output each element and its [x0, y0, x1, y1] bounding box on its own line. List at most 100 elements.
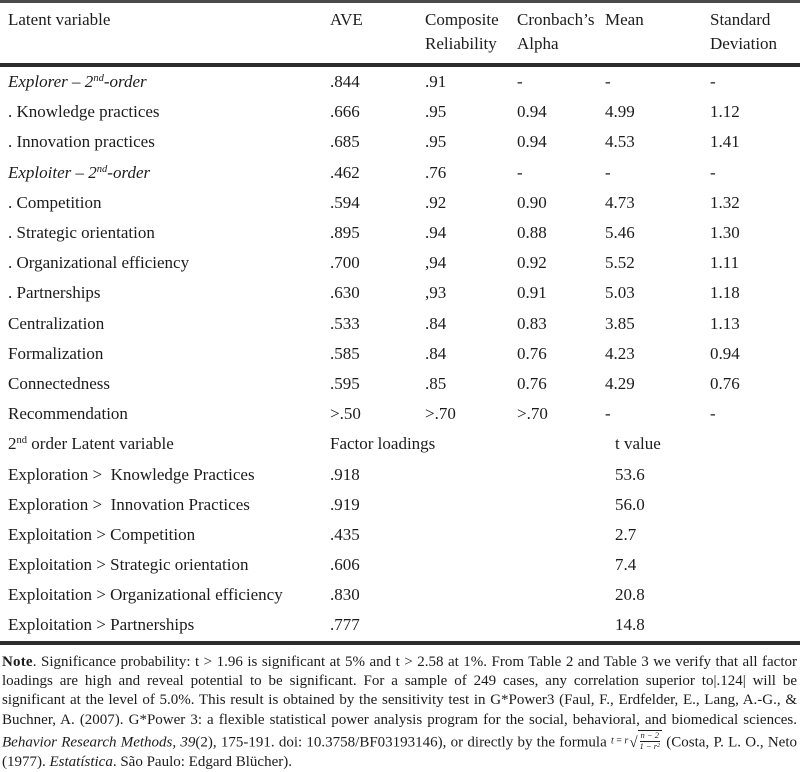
cell-2nd-order-path: Exploitation > Competition	[8, 524, 196, 544]
cell-ave: .685	[330, 132, 360, 152]
header-latent-variable: Latent variable	[8, 10, 111, 29]
cell-latent-variable: Connectedness	[8, 373, 110, 393]
cell-cronbachs-alpha: 0.94	[517, 132, 547, 152]
cell-cronbachs-alpha: >.70	[517, 404, 548, 424]
cell-composite-reliability: ,93	[425, 283, 447, 303]
table-body-section1: Explorer – 2nd-order .844 .91 - - - . Knowledg…	[0, 67, 800, 429]
cell-composite-reliability: .94	[425, 223, 447, 243]
table-row: . Competition .594 .92 0.90 4.73 1.32	[0, 188, 800, 218]
cell-ave: .666	[330, 102, 360, 122]
cell-t-value: 53.6	[615, 464, 645, 484]
cell-composite-reliability: .84	[425, 343, 447, 363]
cell-mean: 4.29	[605, 373, 635, 393]
cell-ave: .585	[330, 343, 360, 363]
cell-composite-reliability: .84	[425, 313, 447, 333]
cell-ave: .595	[330, 373, 360, 393]
cell-composite-reliability: >.70	[425, 404, 456, 424]
cell-cronbachs-alpha: -	[517, 162, 523, 182]
header-t-value: t value	[615, 434, 661, 454]
table-row: Exploration > Innovation Practices .919 56…	[0, 490, 800, 520]
table-row: Formalization .585 .84 0.76 4.23 0.94	[0, 339, 800, 369]
cell-ave: .844	[330, 72, 360, 92]
cell-cronbachs-alpha: 0.76	[517, 343, 547, 363]
header-composite-reliability: Composite Reliability	[425, 10, 499, 53]
cell-t-value: 14.8	[615, 615, 645, 635]
cell-composite-reliability: .85	[425, 373, 447, 393]
cell-cronbachs-alpha: 0.92	[517, 253, 547, 273]
cell-standard-deviation: 1.32	[710, 192, 740, 212]
cell-t-value: 7.4	[615, 555, 637, 575]
cell-mean: 3.85	[605, 313, 635, 333]
cell-cronbachs-alpha: 0.94	[517, 102, 547, 122]
cell-mean: 5.46	[605, 223, 635, 243]
cell-cronbachs-alpha: 0.88	[517, 223, 547, 243]
header-factor-loadings: Factor loadings	[330, 434, 436, 454]
cell-standard-deviation: 0.94	[710, 343, 740, 363]
cell-ave: .594	[330, 192, 360, 212]
cell-mean: -	[605, 72, 611, 92]
cell-ave: .630	[330, 283, 360, 303]
header-mean: Mean	[605, 10, 644, 29]
cell-2nd-order-path: Exploitation > Strategic orientation	[8, 555, 249, 575]
cell-factor-loading: .919	[330, 494, 360, 514]
table-row: Exploitation > Partnerships .777 14.8	[0, 610, 800, 640]
cell-factor-loading: .606	[330, 555, 360, 575]
cell-standard-deviation: 1.11	[710, 253, 740, 273]
cell-cronbachs-alpha: 0.83	[517, 313, 547, 333]
cell-t-value: 56.0	[615, 494, 645, 514]
cell-mean: -	[605, 162, 611, 182]
cell-composite-reliability: .76	[425, 162, 447, 182]
table-row: . Innovation practices .685 .95 0.94 4.53 1.4…	[0, 127, 800, 157]
header-cronbachs-alpha: Cronbach’s Alpha	[517, 10, 595, 53]
table-row: Exploitation > Competition .435 2.7	[0, 520, 800, 550]
cell-cronbachs-alpha: 0.90	[517, 192, 547, 212]
cell-mean: 4.23	[605, 343, 635, 363]
cell-2nd-order-path: Exploration > Knowledge Practices	[8, 464, 255, 484]
header-standard-deviation: Standard Deviation	[710, 10, 778, 53]
cell-cronbachs-alpha: -	[517, 72, 523, 92]
cell-composite-reliability: .95	[425, 102, 447, 122]
cell-factor-loading: .918	[330, 464, 360, 484]
cell-latent-variable: Formalization	[8, 343, 104, 363]
cell-latent-variable: Recommendation	[8, 404, 128, 424]
cell-composite-reliability: .91	[425, 72, 447, 92]
cell-mean: 4.73	[605, 192, 635, 212]
cell-ave: .462	[330, 162, 360, 182]
cell-ave: .895	[330, 223, 360, 243]
cell-latent-variable: Centralization	[8, 313, 105, 333]
cell-factor-loading: .777	[330, 615, 360, 635]
cell-composite-reliability: ,94	[425, 253, 447, 273]
cell-latent-variable: . Organizational efficiency	[8, 253, 190, 273]
cell-standard-deviation: -	[710, 162, 716, 182]
cell-mean: 5.52	[605, 253, 635, 273]
cell-composite-reliability: .92	[425, 192, 447, 212]
table-row: . Strategic orientation .895 .94 0.88 5.46 1.…	[0, 218, 800, 248]
cell-cronbachs-alpha: 0.76	[517, 373, 547, 393]
cell-latent-variable: . Innovation practices	[8, 132, 155, 152]
table-row: Centralization .533 .84 0.83 3.85 1.13	[0, 309, 800, 339]
table-row: Recommendation >.50 >.70 >.70 - -	[0, 399, 800, 429]
cell-factor-loading: .435	[330, 524, 360, 544]
cell-mean: 4.53	[605, 132, 635, 152]
cell-standard-deviation: 0.76	[710, 373, 740, 393]
cell-2nd-order-path: Exploration > Innovation Practices	[8, 494, 250, 514]
header-2nd-order-latent-variable: 2nd order Latent variable	[8, 434, 174, 454]
reliability-validity-table: Latent variable AVE Composite Reliabilit…	[0, 0, 800, 645]
cell-standard-deviation: -	[710, 72, 716, 92]
table-row: Exploiter – 2nd-order .462 .76 - - -	[0, 158, 800, 188]
cell-t-value: 2.7	[615, 524, 637, 544]
cell-latent-variable: . Partnerships	[8, 283, 101, 303]
cell-standard-deviation: 1.13	[710, 313, 740, 333]
cell-cronbachs-alpha: 0.91	[517, 283, 547, 303]
cell-2nd-order-path: Exploitation > Partnerships	[8, 615, 195, 635]
header-ave: AVE	[330, 10, 363, 29]
cell-factor-loading: .830	[330, 585, 360, 605]
cell-standard-deviation: 1.30	[710, 223, 740, 243]
cell-mean: -	[605, 404, 611, 424]
cell-latent-variable: . Knowledge practices	[8, 102, 160, 122]
table-row: . Partnerships .630 ,93 0.91 5.03 1.18	[0, 278, 800, 308]
cell-t-value: 20.8	[615, 585, 645, 605]
cell-ave: .533	[330, 313, 360, 333]
cell-standard-deviation: -	[710, 404, 716, 424]
